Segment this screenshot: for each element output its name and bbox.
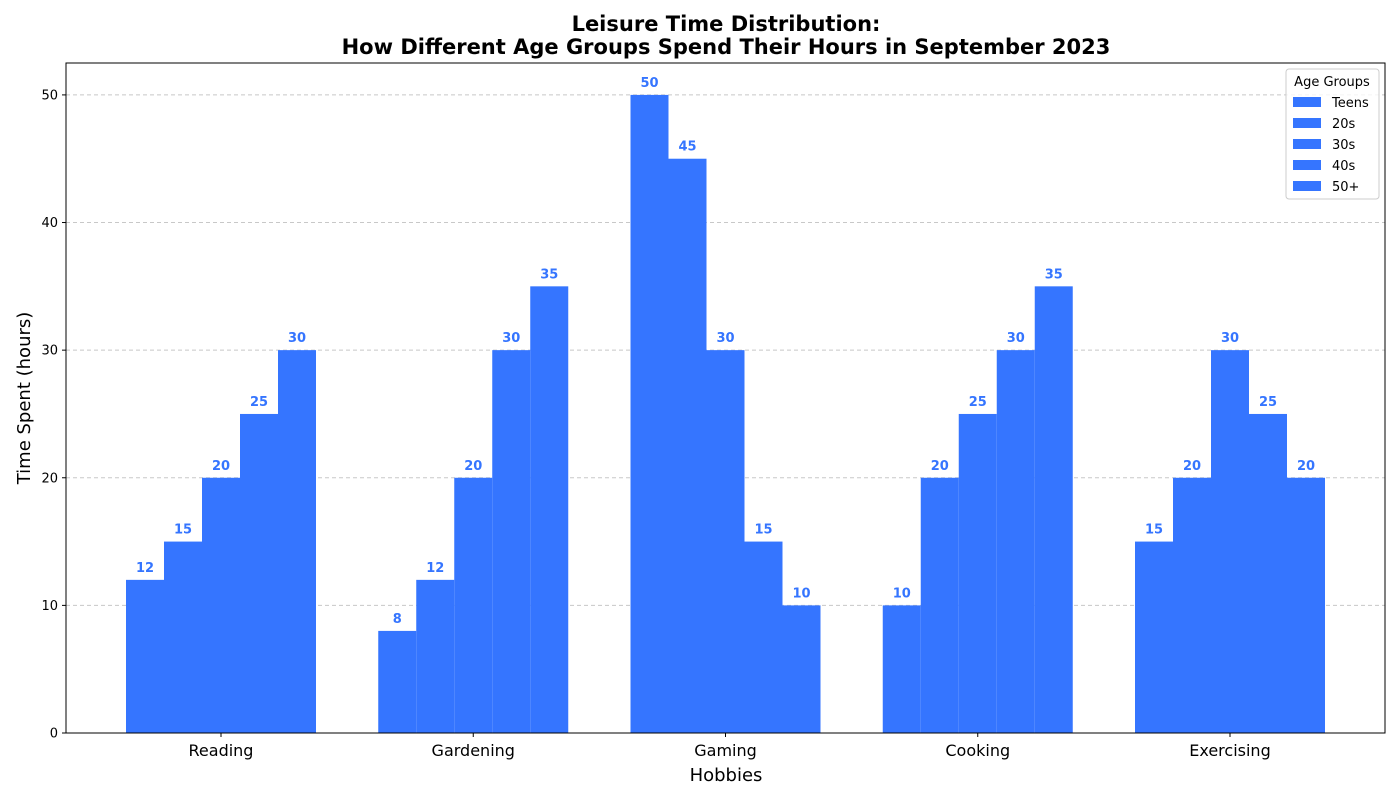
y-axis-label: Time Spent (hours): [14, 312, 35, 486]
legend-entry-label: 40s: [1332, 159, 1356, 174]
bar-cooking-teens: [882, 605, 921, 733]
y-tick-label: 10: [41, 599, 58, 614]
y-tick-label: 20: [41, 471, 58, 486]
y-tick-label: 40: [41, 216, 58, 231]
bar-reading-40s: [240, 413, 278, 733]
legend-swatch: [1293, 139, 1321, 149]
legend-title: Age Groups: [1294, 75, 1370, 90]
bar-exercising-teens: [1135, 541, 1173, 733]
chart-title-line-2: How Different Age Groups Spend Their Hou…: [342, 35, 1111, 59]
bar-gaming-20s: [668, 158, 707, 733]
legend-swatch: [1293, 97, 1321, 107]
y-tick-label: 50: [41, 88, 58, 103]
bar-exercising-40s: [1249, 413, 1287, 733]
bar-value-label: 20: [931, 459, 949, 474]
bar-value-label: 50: [640, 76, 658, 91]
bar-cooking-50plus: [1034, 286, 1073, 733]
x-tick-label: Reading: [189, 741, 254, 760]
x-tick-label: Gaming: [694, 741, 757, 760]
bar-value-label: 45: [678, 140, 696, 155]
bar-gardening-50plus: [530, 286, 569, 733]
x-axis-label: Hobbies: [690, 765, 763, 786]
bar-value-label: 25: [969, 395, 987, 410]
x-tick-label: Gardening: [432, 741, 515, 760]
bar-gardening-20s: [416, 579, 455, 733]
bar-value-label: 15: [754, 523, 772, 538]
bar-value-label: 15: [1145, 523, 1163, 538]
y-tick-label: 0: [50, 727, 58, 742]
bar-gaming-40s: [744, 541, 783, 733]
bar-cooking-20s: [920, 477, 959, 733]
legend-swatch: [1293, 160, 1321, 170]
bar-value-label: 20: [1183, 459, 1201, 474]
bar-value-label: 20: [464, 459, 482, 474]
bar-value-label: 25: [250, 395, 268, 410]
legend-swatch: [1293, 181, 1321, 191]
bar-gaming-50plus: [782, 605, 821, 733]
bar-value-label: 10: [893, 586, 911, 601]
y-axis-ticks: 0 10 20 30 40 50: [41, 88, 66, 742]
x-tick-label: Exercising: [1189, 741, 1270, 760]
bar-exercising-30s: [1211, 350, 1249, 733]
x-tick-label: Cooking: [945, 741, 1010, 760]
bars: [126, 94, 1325, 733]
bar-value-label: 30: [1221, 331, 1239, 346]
legend-entry-label: 20s: [1332, 117, 1356, 132]
bar-gardening-teens: [378, 630, 417, 733]
bar-value-label: 15: [174, 523, 192, 538]
bar-value-label: 30: [716, 331, 734, 346]
bar-value-label: 30: [502, 331, 520, 346]
bar-reading-50plus: [278, 350, 316, 733]
bar-gardening-30s: [454, 477, 493, 733]
legend-entry-label: 30s: [1332, 138, 1356, 153]
bar-value-label: 20: [1297, 459, 1315, 474]
bar-value-label: 25: [1259, 395, 1277, 410]
bar-value-label: 10: [792, 586, 810, 601]
legend-entry-label: Teens: [1331, 96, 1369, 111]
bar-reading-teens: [126, 579, 164, 733]
bar-value-label: 30: [1007, 331, 1025, 346]
bar-reading-30s: [202, 477, 240, 733]
bar-exercising-50plus: [1287, 477, 1325, 733]
legend-swatch: [1293, 118, 1321, 128]
bar-value-label: 35: [540, 267, 558, 282]
bar-cooking-30s: [958, 413, 997, 733]
bar-gardening-40s: [492, 350, 531, 733]
bar-value-label: 12: [136, 561, 154, 576]
bar-value-label: 12: [426, 561, 444, 576]
bar-reading-20s: [164, 541, 202, 733]
bar-cooking-40s: [996, 350, 1035, 733]
bar-gaming-teens: [630, 94, 669, 733]
bar-gaming-30s: [706, 350, 745, 733]
legend: Age Groups Teens 20s 30s 40s 50+: [1285, 68, 1380, 200]
bar-value-labels: 12 15 20 25 30 8 12 20 30 35 50 45 30 15 10 10 20 25 30 35 1…: [136, 76, 1315, 627]
legend-entry-label: 50+: [1332, 180, 1359, 195]
y-tick-label: 30: [41, 344, 58, 359]
bar-value-label: 30: [288, 331, 306, 346]
bar-value-label: 20: [212, 459, 230, 474]
bar-value-label: 35: [1045, 267, 1063, 282]
x-axis-ticks: Reading Gardening Gaming Cooking Exercising: [189, 733, 1271, 760]
chart-title-line-1: Leisure Time Distribution:: [572, 12, 881, 36]
bar-value-label: 8: [393, 612, 402, 627]
bar-exercising-20s: [1173, 477, 1211, 733]
